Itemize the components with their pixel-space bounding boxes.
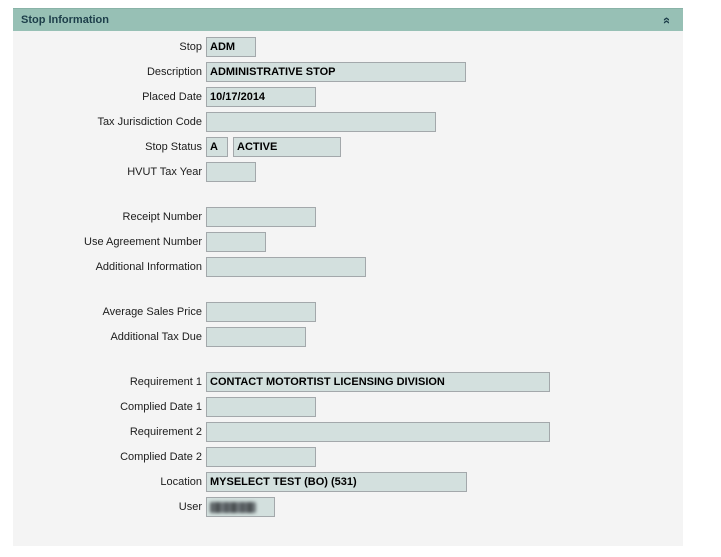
receipt-number-label: Receipt Number: [122, 211, 202, 223]
panel-title: Stop Information: [21, 14, 109, 26]
form-row-location: Location MYSELECT TEST (BO) (531): [13, 472, 683, 492]
additional-tax-due-field[interactable]: [206, 327, 306, 347]
form-row-complied-date-2: Complied Date 2: [13, 447, 683, 467]
form-row-use-agreement-number: Use Agreement Number: [13, 232, 683, 252]
panel-header[interactable]: Stop Information »: [13, 8, 683, 31]
requirement-2-field[interactable]: [206, 422, 550, 442]
location-field[interactable]: MYSELECT TEST (BO) (531): [206, 472, 467, 492]
stop-information-panel: Stop Information » Stop ADM Description …: [13, 8, 683, 546]
form-row-user: User: [13, 497, 683, 517]
requirement-1-field[interactable]: CONTACT MOTORTIST LICENSING DIVISION: [206, 372, 550, 392]
form-row-additional-information: Additional Information: [13, 257, 683, 277]
form-row-requirement-2: Requirement 2: [13, 422, 683, 442]
placed-date-field[interactable]: 10/17/2014: [206, 87, 316, 107]
description-field[interactable]: ADMINISTRATIVE STOP: [206, 62, 466, 82]
requirement-2-label: Requirement 2: [129, 426, 202, 438]
average-sales-price-label: Average Sales Price: [102, 306, 202, 318]
form-row-complied-date-1: Complied Date 1: [13, 397, 683, 417]
user-label: User: [178, 501, 202, 513]
tax-jurisdiction-code-label: Tax Jurisdiction Code: [97, 116, 202, 128]
location-label: Location: [160, 476, 202, 488]
receipt-number-field[interactable]: [206, 207, 316, 227]
form-row-requirement-1: Requirement 1 CONTACT MOTORTIST LICENSIN…: [13, 372, 683, 392]
additional-information-field[interactable]: [206, 257, 366, 277]
stop-status-description-field[interactable]: ACTIVE: [233, 137, 341, 157]
tax-jurisdiction-code-field[interactable]: [206, 112, 436, 132]
form-row-additional-tax-due: Additional Tax Due: [13, 327, 683, 347]
form-row-stop-status: Stop Status A ACTIVE: [13, 137, 683, 157]
form-row-tax-jurisdiction-code: Tax Jurisdiction Code: [13, 112, 683, 132]
user-field[interactable]: [206, 497, 275, 517]
stop-label: Stop: [179, 41, 202, 53]
hvut-tax-year-field[interactable]: [206, 162, 256, 182]
form-row-description: Description ADMINISTRATIVE STOP: [13, 62, 683, 82]
additional-tax-due-label: Additional Tax Due: [110, 331, 202, 343]
form-row-average-sales-price: Average Sales Price: [13, 302, 683, 322]
use-agreement-number-field[interactable]: [206, 232, 266, 252]
user-value-redacted: [210, 501, 256, 513]
stop-status-label: Stop Status: [145, 141, 202, 153]
complied-date-2-field[interactable]: [206, 447, 316, 467]
chevron-double-up-icon[interactable]: »: [657, 16, 673, 24]
form-row-stop: Stop ADM: [13, 37, 683, 57]
hvut-tax-year-label: HVUT Tax Year: [127, 166, 202, 178]
complied-date-2-label: Complied Date 2: [120, 451, 202, 463]
stop-field[interactable]: ADM: [206, 37, 256, 57]
placed-date-label: Placed Date: [142, 91, 202, 103]
stop-status-code-field[interactable]: A: [206, 137, 228, 157]
average-sales-price-field[interactable]: [206, 302, 316, 322]
stop-information-form: Stop ADM Description ADMINISTRATIVE STOP…: [13, 31, 683, 546]
form-row-placed-date: Placed Date 10/17/2014: [13, 87, 683, 107]
additional-information-label: Additional Information: [95, 261, 202, 273]
complied-date-1-label: Complied Date 1: [120, 401, 202, 413]
form-row-hvut-tax-year: HVUT Tax Year: [13, 162, 683, 182]
description-label: Description: [146, 66, 202, 78]
use-agreement-number-label: Use Agreement Number: [84, 236, 202, 248]
form-row-receipt-number: Receipt Number: [13, 207, 683, 227]
requirement-1-label: Requirement 1: [129, 376, 202, 388]
complied-date-1-field[interactable]: [206, 397, 316, 417]
